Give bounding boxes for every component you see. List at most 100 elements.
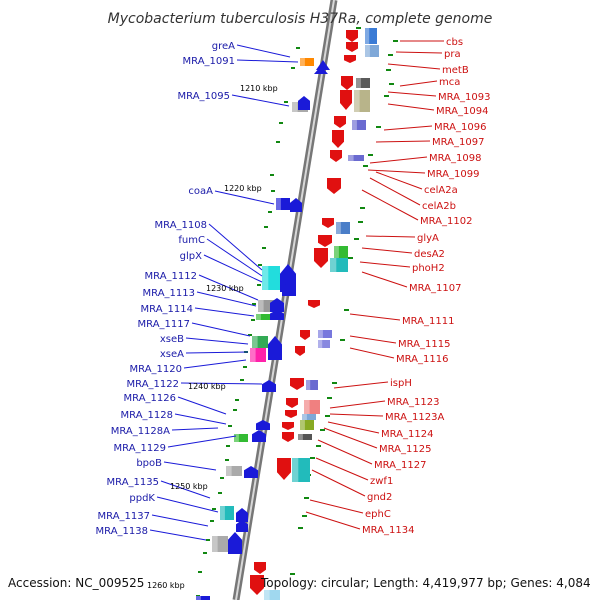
gene-label[interactable]: MRA_1128 — [121, 410, 173, 421]
gene-label[interactable]: MRA_1111 — [402, 316, 454, 327]
gene-box — [302, 414, 316, 420]
gene-label[interactable]: coaA — [188, 186, 213, 197]
gene-label[interactable]: ephC — [365, 509, 391, 520]
label-connector — [183, 359, 247, 369]
gene-label[interactable]: xseB — [160, 334, 184, 345]
gene-box — [348, 155, 364, 161]
gene-box-shade — [304, 400, 310, 414]
label-connector — [185, 351, 249, 354]
label-connector — [375, 171, 423, 190]
gene-label[interactable]: xseA — [160, 349, 184, 360]
gene-label[interactable]: MRA_1093 — [438, 92, 490, 103]
gene-label[interactable]: greA — [212, 41, 235, 52]
label-connector — [375, 140, 431, 143]
gene-label[interactable]: metB — [442, 65, 469, 76]
gene-label[interactable]: glpX — [180, 251, 202, 262]
gene-box-shade — [212, 536, 218, 552]
label-connector — [206, 238, 263, 277]
label-connector — [361, 247, 413, 254]
gene-label[interactable]: MRA_1108 — [155, 220, 207, 231]
gene-label[interactable]: MRA_1113 — [143, 288, 195, 299]
gene-label[interactable]: mca — [439, 77, 460, 88]
gene-label[interactable]: celA2b — [422, 201, 456, 212]
label-connector — [365, 235, 416, 238]
gene-label[interactable]: MRA_1098 — [429, 153, 481, 164]
gene-label[interactable]: MRA_1120 — [130, 364, 182, 375]
gene-box-body — [354, 90, 370, 112]
gene-box-body — [365, 45, 379, 57]
left-gene-labels: greA MRA_1091 MRA_1095 coaA MRA_1108 fum… — [96, 41, 236, 537]
gene-label[interactable]: MRA_1107 — [409, 283, 461, 294]
gene-arrow-up — [256, 420, 270, 430]
gene-label[interactable]: glyA — [417, 233, 439, 244]
label-connector — [387, 91, 437, 97]
gene-box — [262, 266, 280, 290]
label-connectors — [149, 40, 444, 541]
gene-arrow-down — [330, 150, 342, 162]
kbp-marker: 1220 kbp — [224, 184, 262, 193]
gene-label[interactable]: pra — [444, 49, 461, 60]
gene-label[interactable]: MRA_1091 — [183, 56, 235, 67]
gene-label[interactable]: MRA_1102 — [420, 216, 472, 227]
gene-label[interactable]: desA2 — [414, 249, 445, 260]
gene-box — [300, 420, 314, 430]
gene-label[interactable]: cbs — [446, 37, 463, 48]
gene-label[interactable]: MRA_1094 — [436, 106, 488, 117]
gene-label[interactable]: MRA_1137 — [98, 511, 150, 522]
gene-label[interactable]: MRA_1125 — [379, 444, 431, 455]
label-connector — [236, 59, 299, 63]
gene-arrow-down — [318, 235, 332, 247]
gene-label[interactable]: MRA_1123 — [387, 397, 439, 408]
gene-box-body — [318, 330, 332, 338]
label-connector — [333, 381, 389, 389]
gene-label[interactable]: MRA_1116 — [396, 354, 448, 365]
gene-label[interactable]: MRA_1114 — [141, 304, 193, 315]
kbp-markers: 1210 kbp 1220 kbp 1230 kbp 1240 kbp 1250… — [147, 84, 278, 590]
label-connector — [349, 313, 401, 321]
gene-label[interactable]: MRA_1127 — [374, 460, 426, 471]
gene-box-shade — [234, 434, 239, 442]
label-connector — [311, 469, 366, 497]
label-connector — [361, 189, 419, 221]
label-connector — [323, 427, 378, 449]
gene-label[interactable]: MRA_1138 — [96, 526, 148, 537]
gene-label[interactable]: celA2a — [424, 185, 458, 196]
gene-box-body — [212, 536, 228, 552]
gene-label[interactable]: bpoB — [136, 458, 162, 469]
label-connector — [185, 337, 249, 345]
gene-label[interactable]: MRA_1117 — [138, 319, 190, 330]
gene-label[interactable]: ispH — [390, 378, 412, 389]
gene-label[interactable]: ppdK — [129, 493, 155, 504]
gene-label[interactable]: phoH2 — [412, 263, 445, 274]
gene-label[interactable]: MRA_1112 — [145, 271, 197, 282]
gene-label[interactable]: MRA_1096 — [434, 122, 486, 133]
label-connector — [369, 177, 421, 206]
gene-label[interactable]: MRA_1115 — [398, 339, 450, 350]
label-connector — [399, 80, 438, 87]
gene-box — [354, 90, 370, 112]
gene-label[interactable]: MRA_1095 — [178, 91, 230, 102]
label-connector — [191, 322, 251, 337]
gene-arrow-down — [286, 398, 298, 408]
gene-label[interactable]: MRA_1128A — [111, 426, 170, 437]
gene-label[interactable]: MRA_1126 — [124, 393, 176, 404]
label-connector — [171, 427, 219, 431]
gene-label[interactable]: MRA_1123A — [385, 412, 444, 423]
gene-box-body — [318, 340, 330, 348]
gene-label[interactable]: MRA_1129 — [114, 443, 166, 454]
label-connector — [167, 435, 237, 448]
gene-label[interactable]: MRA_1099 — [427, 169, 479, 180]
gene-label[interactable]: MRA_1097 — [432, 137, 484, 148]
gene-label[interactable]: MRA_1135 — [107, 477, 159, 488]
gene-label[interactable]: zwf1 — [370, 476, 393, 487]
gene-label[interactable]: MRA_1122 — [127, 379, 179, 390]
label-connector — [349, 347, 395, 359]
gene-label[interactable]: MRA_1124 — [381, 429, 433, 440]
gene-box-body — [300, 58, 314, 66]
gene-label[interactable]: gnd2 — [367, 492, 392, 503]
map-title: Mycobacterium tuberculosis H37Ra, comple… — [108, 11, 493, 27]
gene-label[interactable]: MRA_1134 — [362, 525, 414, 536]
gene-arrow-down — [334, 116, 346, 128]
gene-label[interactable]: fumC — [178, 235, 205, 246]
